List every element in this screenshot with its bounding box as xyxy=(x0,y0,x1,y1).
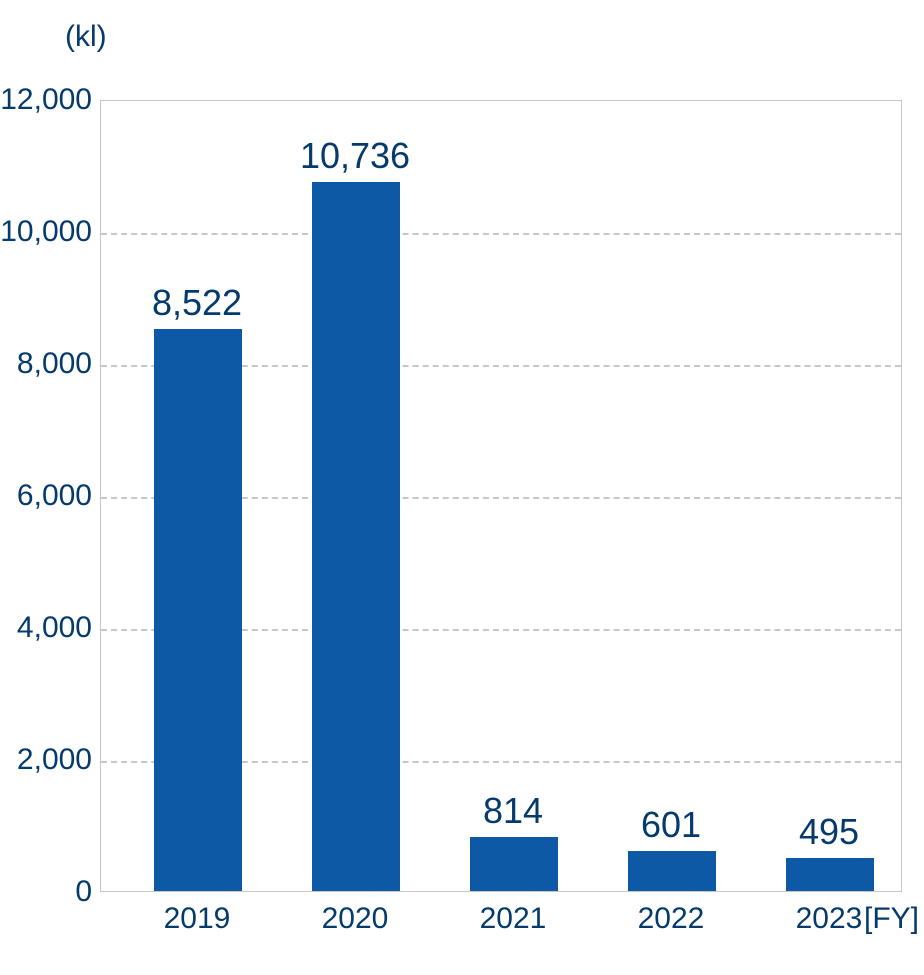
bar-value-label: 8,522 xyxy=(152,282,242,324)
bar-chart: (kl) 0 2,000 4,000 6,000 8,000 10,000 12,000 2… xyxy=(0,0,924,975)
plot-area xyxy=(100,100,902,892)
bar-value-label: 601 xyxy=(641,804,701,846)
x-axis-unit-label: [FY] xyxy=(864,902,919,936)
bar-value-label: 10,736 xyxy=(300,135,410,177)
bar xyxy=(786,858,874,891)
y-tick-label: 6,000 xyxy=(17,479,92,513)
gridline xyxy=(101,233,901,235)
y-axis-unit-label: (kl) xyxy=(65,20,107,54)
x-tick-label: 2023 xyxy=(796,902,863,936)
bar xyxy=(312,182,400,891)
x-tick-label: 2019 xyxy=(164,902,231,936)
y-tick-label: 4,000 xyxy=(17,611,92,645)
bar xyxy=(154,329,242,891)
bar xyxy=(628,851,716,891)
x-tick-label: 2022 xyxy=(638,902,705,936)
x-tick-label: 2021 xyxy=(480,902,547,936)
x-tick-label: 2020 xyxy=(322,902,389,936)
bar xyxy=(470,837,558,891)
y-tick-label: 8,000 xyxy=(17,347,92,381)
bar-value-label: 495 xyxy=(799,811,859,853)
y-tick-label: 0 xyxy=(75,875,92,909)
bar-value-label: 814 xyxy=(483,790,543,832)
y-tick-label: 2,000 xyxy=(17,743,92,777)
y-tick-label: 12,000 xyxy=(0,83,92,117)
y-tick-label: 10,000 xyxy=(0,215,92,249)
